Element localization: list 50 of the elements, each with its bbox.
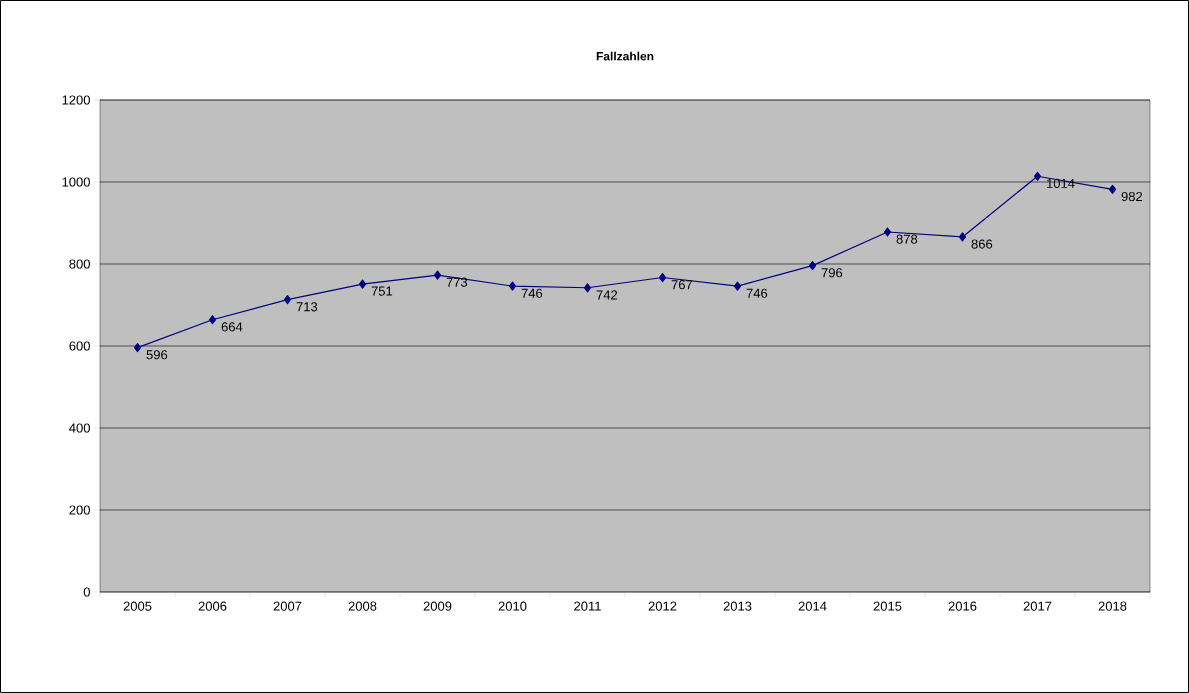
data-label: 773 — [446, 277, 468, 287]
y-tick-label: 800 — [69, 259, 90, 269]
point — [508, 281, 517, 291]
y-tick-label: 1200 — [62, 95, 90, 105]
x-tick-label: 2015 — [873, 601, 902, 611]
point — [733, 281, 742, 291]
data-label: 746 — [521, 288, 543, 298]
x-tick-label: 2007 — [273, 601, 302, 611]
data-label: 1014 — [1047, 178, 1075, 188]
x-tick-label: 2016 — [948, 601, 977, 611]
x-tick-label: 2005 — [123, 601, 152, 611]
x-tick-label: 2017 — [1023, 601, 1052, 611]
x-tick-label: 2010 — [498, 601, 527, 611]
data-label: 713 — [296, 302, 318, 312]
point — [358, 279, 367, 289]
x-tick-label: 2012 — [648, 601, 677, 611]
data-label: 746 — [746, 288, 768, 298]
x-tick-label: 2018 — [1098, 601, 1127, 611]
point — [808, 261, 817, 271]
y-tick-label: 0 — [83, 587, 90, 597]
data-label: 767 — [671, 280, 693, 290]
data-label: 751 — [371, 286, 393, 296]
y-tick-label: 600 — [69, 341, 90, 351]
y-tick-label: 1000 — [62, 177, 90, 187]
data-label: 742 — [596, 290, 618, 300]
point — [1033, 171, 1042, 181]
x-tick-label: 2006 — [198, 601, 227, 611]
x-tick-label: 2013 — [723, 601, 752, 611]
point — [433, 270, 442, 280]
point — [883, 227, 892, 237]
y-tick-label: 400 — [69, 423, 90, 433]
point — [133, 343, 142, 353]
chart-title: Fallzahlen — [596, 51, 654, 61]
data-label: 982 — [1121, 191, 1143, 202]
x-tick-label: 2008 — [348, 601, 377, 611]
data-label: 878 — [896, 234, 918, 244]
point — [208, 315, 217, 325]
data-label: 866 — [971, 239, 993, 249]
data-label: 596 — [146, 350, 168, 360]
data-label: 796 — [821, 268, 843, 278]
point — [583, 283, 592, 293]
point — [1108, 184, 1117, 194]
data-label: 664 — [221, 322, 243, 332]
point — [283, 295, 292, 305]
x-tick-label: 2011 — [574, 601, 601, 611]
point — [658, 272, 667, 283]
y-tick-label: 200 — [69, 505, 90, 515]
point — [958, 232, 967, 242]
x-tick-label: 2009 — [423, 601, 452, 611]
x-tick-label: 2014 — [798, 601, 827, 611]
